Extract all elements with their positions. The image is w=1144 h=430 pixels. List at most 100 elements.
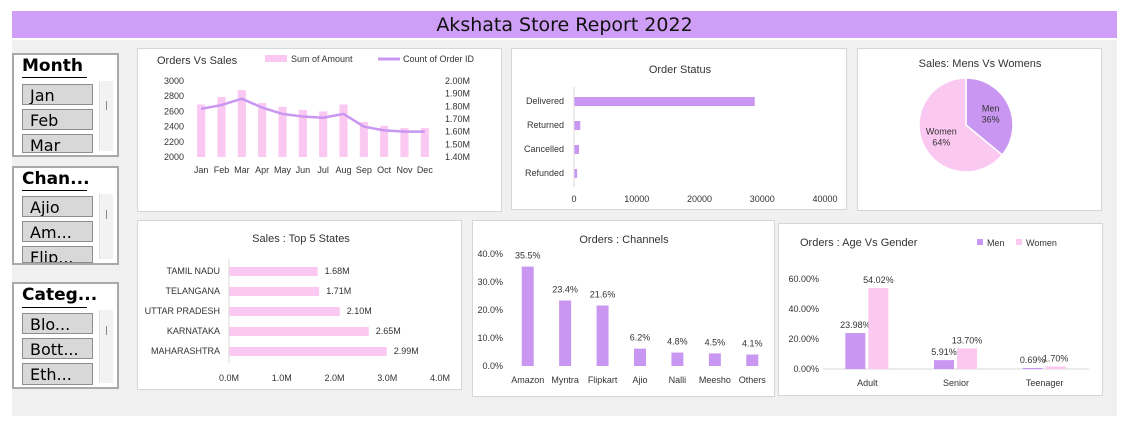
orders-channels-chart: Orders : Channels 40.0% 30.0% 20.0% 10.0% 0.0… (477, 234, 767, 385)
orders-vs-sales-card: Orders Vs Sales Sum of Amount Count of Ord… (137, 48, 502, 212)
bar (671, 352, 684, 366)
slice-value-label: 36% (982, 114, 1000, 124)
x-tick-label: Jul (317, 165, 329, 175)
slicer-scrollbar[interactable] (99, 194, 113, 259)
slicer-scrollbar[interactable] (99, 310, 113, 383)
orders-channels-card: Orders : Channels 40.0% 30.0% 20.0% 10.0% 0.0… (472, 220, 775, 397)
legend-swatch-women (1016, 239, 1022, 245)
pie-slice-women (918, 77, 1004, 173)
channel-slicer[interactable]: Chan... Ajio Am... Flip... (12, 166, 119, 265)
x-tick-label: Senior (943, 378, 969, 388)
bar (559, 300, 572, 366)
bar (258, 103, 267, 157)
y2-tick-label: 1.80M (445, 101, 470, 111)
slicer-item-ajio[interactable]: Ajio (22, 196, 93, 217)
bar (420, 128, 429, 157)
mens-vs-womens-card: Sales: Mens Vs Womens Men 36% Women 64% (857, 48, 1102, 211)
x-tick-label: Teenager (1026, 378, 1064, 388)
slicer-item-mar[interactable]: Mar (22, 134, 93, 153)
y-tick-label: Refunded (525, 168, 564, 178)
x-tick-label: Feb (214, 165, 230, 175)
data-label: 1.71M (326, 286, 351, 296)
slicer-divider (22, 77, 87, 78)
category-slicer[interactable]: Categ... Blo... Bott... Eth... (12, 282, 119, 389)
y2-tick-label: 1.40M (445, 152, 470, 162)
series-line (200, 97, 425, 133)
data-label: 35.5% (515, 251, 541, 261)
slicer-item-flipkart[interactable]: Flip... (22, 246, 93, 263)
y2-tick-label: 1.60M (445, 127, 470, 137)
y-tick-label: 3000 (164, 76, 184, 86)
x-tick-label: Aug (335, 165, 351, 175)
slicer-divider (22, 190, 87, 191)
slicer-scrollbar[interactable] (99, 81, 113, 151)
y-tick-label: 2200 (164, 137, 184, 147)
chart-title: Sales : Top 5 States (252, 233, 350, 245)
data-label: 54.02% (863, 275, 894, 285)
y-tick-label: 10.0% (477, 333, 503, 343)
y-tick-label: Cancelled (524, 144, 564, 154)
x-tick-label: May (274, 165, 292, 175)
y-tick-label: 2600 (164, 106, 184, 116)
slicer-item-bottom[interactable]: Bott... (22, 338, 93, 359)
bar (708, 353, 721, 366)
x-tick-label: Sep (356, 165, 372, 175)
bar (359, 122, 368, 157)
x-tick-label: Nalli (669, 375, 687, 385)
slicer-item-ethnic[interactable]: Eth... (22, 363, 93, 385)
month-slicer[interactable]: Month Jan Feb Mar (12, 53, 119, 157)
bar (574, 121, 581, 130)
x-tick-label: 0.0M (219, 373, 239, 383)
x-tick-label: 30000 (750, 194, 775, 204)
bar (934, 360, 954, 369)
y-tick-label: MAHARASHTRA (151, 346, 220, 356)
y-tick-label: 20.0% (477, 305, 503, 315)
bar (574, 97, 755, 106)
y2-tick-label: 1.50M (445, 139, 470, 149)
x-tick-label: Oct (377, 165, 392, 175)
slicer-item-jan[interactable]: Jan (22, 84, 93, 105)
bar (868, 287, 889, 369)
slicer-item-blouse[interactable]: Blo... (22, 313, 93, 334)
order-status-chart: Order Status Delivered Returned Cancelled Re… (524, 64, 838, 204)
y2-tick-label: 1.90M (445, 89, 470, 99)
chart-title: Orders Vs Sales (157, 55, 238, 67)
legend-swatch-men (977, 239, 983, 245)
x-tick-label: 10000 (624, 194, 649, 204)
y-tick-label: UTTAR PRADESH (145, 306, 220, 316)
y2-tick-label: 2.00M (445, 76, 470, 86)
y-tick-label: 0.0% (482, 361, 503, 371)
y-tick-label: Delivered (526, 96, 564, 106)
x-tick-label: Others (739, 375, 767, 385)
slicer-item-feb[interactable]: Feb (22, 109, 93, 130)
y-tick-label: 0.00% (793, 364, 819, 374)
slice-value-label: 64% (932, 138, 950, 148)
data-label: 0.69% (1020, 355, 1046, 365)
bar (278, 106, 287, 157)
slicer-item-amazon[interactable]: Am... (22, 221, 93, 242)
age-vs-gender-card: Orders : Age Vs Gender Men Women 60.00% 40.0… (778, 223, 1103, 396)
data-label: 5.91% (931, 347, 957, 357)
order-status-card: Order Status Delivered Returned Cancelled Re… (511, 48, 847, 210)
pie-slice-men (965, 77, 1014, 157)
slicer-title: Month (22, 56, 83, 76)
orders-vs-sales-chart: Orders Vs Sales Sum of Amount Count of Ord… (157, 54, 475, 175)
data-label: 21.6% (590, 290, 616, 300)
legend-swatch-amount (265, 55, 287, 62)
bar (197, 104, 206, 157)
slice-label: Women (926, 127, 957, 137)
x-tick-label: Jun (296, 165, 311, 175)
bar (237, 90, 246, 157)
report-title-bar: Akshata Store Report 2022 (12, 11, 1117, 38)
x-tick-label: 3.0M (377, 373, 397, 383)
slice-label: Men (982, 103, 1000, 113)
x-tick-label: Mar (234, 165, 250, 175)
y-tick-label: 60.00% (788, 274, 819, 284)
bar (845, 333, 866, 369)
bar (521, 266, 534, 366)
y-tick-label: 30.0% (477, 277, 503, 287)
y-tick-label: Returned (527, 120, 564, 130)
x-tick-label: 0 (571, 194, 576, 204)
age-vs-gender-chart: Orders : Age Vs Gender Men Women 60.00% 40.0… (788, 237, 1089, 388)
